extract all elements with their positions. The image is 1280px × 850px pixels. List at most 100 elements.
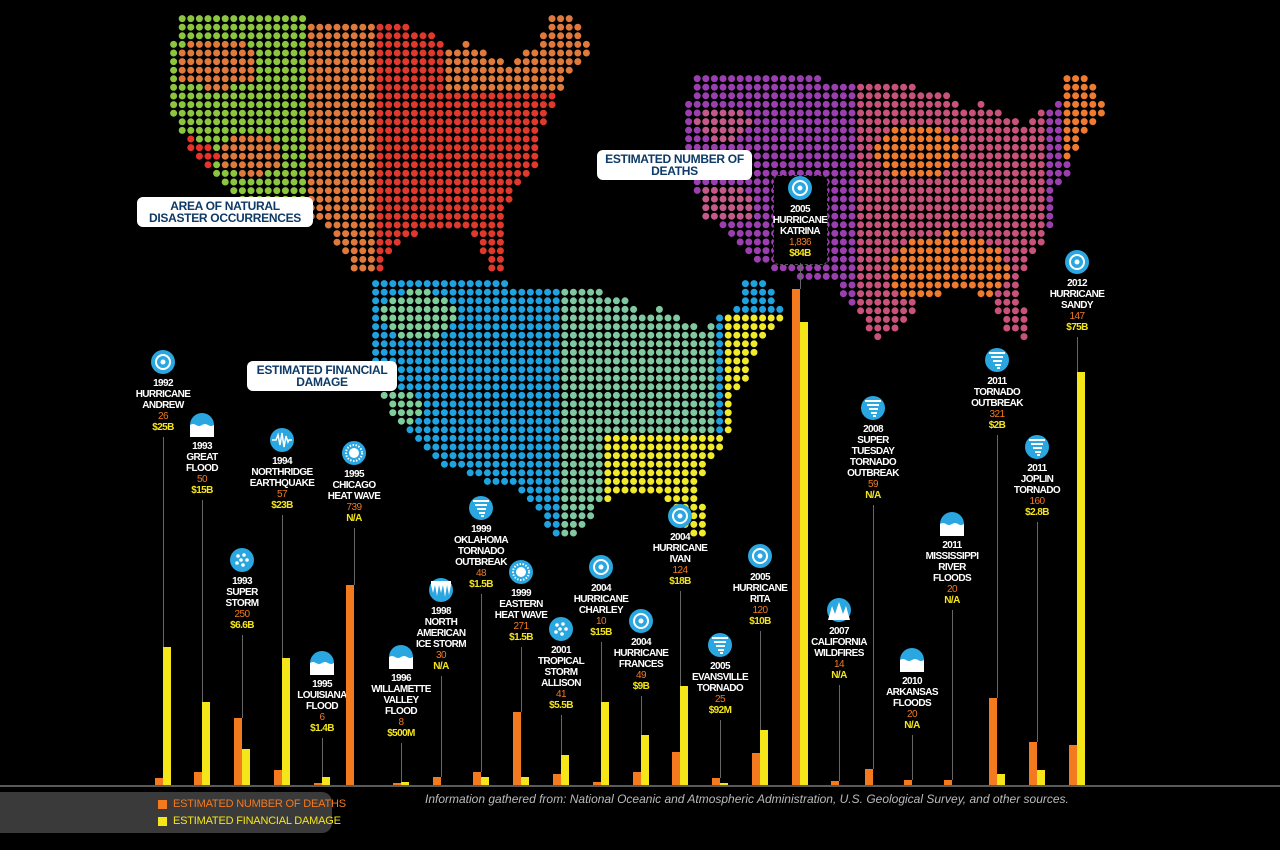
leader-line (952, 610, 953, 780)
leader-line (322, 738, 323, 778)
map-dot (496, 247, 504, 255)
map-dot (496, 135, 504, 143)
map-dot (423, 443, 431, 451)
map-dot (479, 187, 487, 195)
map-dot (925, 152, 933, 160)
map-dot (449, 409, 457, 417)
map-dot (380, 280, 388, 288)
map-dot (230, 92, 238, 100)
map-dot (307, 144, 315, 152)
map-dot (372, 314, 380, 322)
map-dot (587, 340, 595, 348)
map-dot (1054, 161, 1062, 169)
map-dot (693, 135, 701, 143)
map-dot (385, 152, 393, 160)
map-dot (960, 135, 968, 143)
map-dot (281, 49, 289, 57)
map-dot (496, 75, 504, 83)
map-dot (604, 314, 612, 322)
map-dot (874, 92, 882, 100)
map-dot (638, 366, 646, 374)
map-dot (693, 92, 701, 100)
map-dot (664, 434, 672, 442)
map-dot (552, 477, 560, 485)
map-dot (968, 212, 976, 220)
map-dot (518, 357, 526, 365)
map-dot (865, 100, 873, 108)
event-year: 2004 (631, 637, 651, 648)
event-year: 2011 (1027, 463, 1047, 474)
map-dot (445, 49, 453, 57)
map-dot (488, 255, 496, 263)
map-dot (1072, 109, 1080, 117)
map-dot (410, 32, 418, 40)
map-dot (779, 143, 787, 151)
map-dot (389, 323, 397, 331)
map-dot (865, 178, 873, 186)
event-damage: N/A (865, 490, 881, 501)
event-damage: $500M (387, 728, 415, 739)
map-dot (359, 32, 367, 40)
map-dot (178, 66, 186, 74)
map-dot (178, 101, 186, 109)
map-dot (771, 83, 779, 91)
map-dot (986, 238, 994, 246)
map-dot (531, 92, 539, 100)
map-dot (788, 118, 796, 126)
map-dot (475, 426, 483, 434)
map-dot (350, 187, 358, 195)
leader-line (800, 263, 801, 290)
leader-line (912, 735, 913, 780)
map-dot (501, 297, 509, 305)
map-dot (857, 83, 865, 91)
map-dot (440, 460, 448, 468)
map-dot (518, 297, 526, 305)
wildfire-icon (827, 598, 851, 622)
event-name: ALLISON (541, 678, 581, 689)
map-dot (822, 169, 830, 177)
map-dot (522, 169, 530, 177)
map-dot (900, 186, 908, 194)
map-dot (544, 383, 552, 391)
map-dot (805, 75, 813, 83)
map-dot (750, 288, 758, 296)
map-dot (960, 238, 968, 246)
map-dot (544, 434, 552, 442)
map-dot (685, 118, 693, 126)
map-dot (908, 152, 916, 160)
map-dot (479, 118, 487, 126)
event-text: 2001 TROPICAL STORM ALLISON 41 $5.5B (516, 645, 606, 711)
map-dot (582, 40, 590, 48)
map-dot (882, 143, 890, 151)
map-dot (445, 195, 453, 203)
map-dot (333, 109, 341, 117)
map-dot (505, 75, 513, 83)
map-dot (994, 178, 1002, 186)
map-dot (385, 230, 393, 238)
map-dot (213, 58, 221, 66)
map-dot (187, 92, 195, 100)
map-dot (1037, 195, 1045, 203)
map-dot (389, 297, 397, 305)
map-dot (238, 49, 246, 57)
map-dot (839, 264, 847, 272)
map-dot (367, 264, 375, 272)
map-dot (316, 187, 324, 195)
map-dot (578, 417, 586, 425)
map-dot (397, 357, 405, 365)
map-dot (951, 238, 959, 246)
map-dot (505, 144, 513, 152)
map-dot (745, 221, 753, 229)
map-dot (587, 366, 595, 374)
map-dot (471, 135, 479, 143)
map-dot (814, 100, 822, 108)
leader-line (720, 720, 721, 779)
map-dot (848, 264, 856, 272)
map-dot (788, 152, 796, 160)
leader-line (561, 715, 562, 755)
map-dot (436, 212, 444, 220)
map-dot (728, 92, 736, 100)
event-name: FLOODS (892, 698, 932, 709)
map-dot (290, 169, 298, 177)
map-dot (522, 144, 530, 152)
